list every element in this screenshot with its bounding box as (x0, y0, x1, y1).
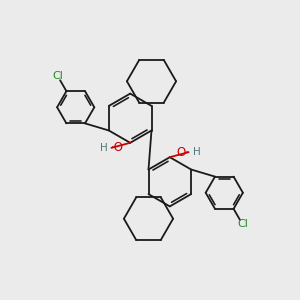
Text: Cl: Cl (52, 70, 63, 81)
Text: H: H (100, 143, 108, 153)
Text: O·: O· (176, 146, 189, 159)
Text: H: H (193, 147, 201, 157)
Text: Cl: Cl (237, 219, 248, 230)
Text: ·O: ·O (111, 141, 124, 154)
